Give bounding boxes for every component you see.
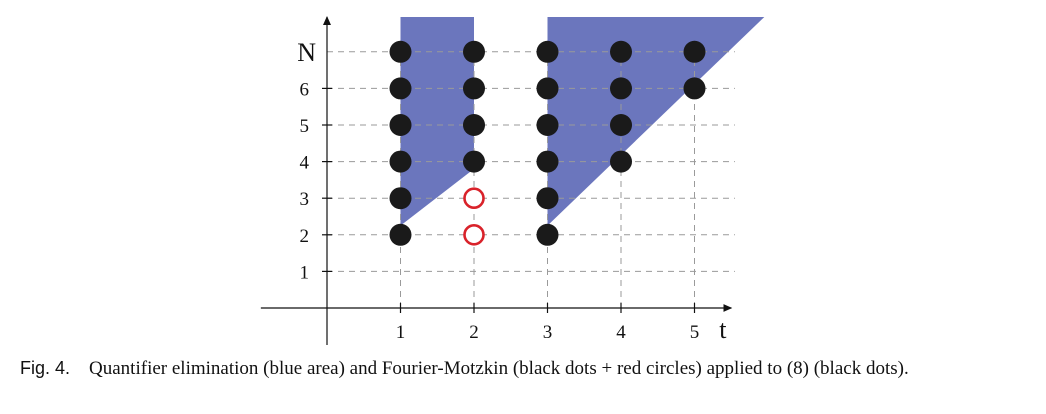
black-dot-point (536, 223, 559, 246)
x-axis-label: t (719, 315, 727, 344)
blue-area-region-1 (400, 17, 474, 226)
black-dot-point (463, 40, 485, 63)
tick-labels: 1 2 3 4 5 1 2 3 4 5 6 t N (297, 38, 727, 344)
black-dot-point (463, 150, 485, 173)
x-tick-label: 1 (396, 322, 406, 343)
y-tick-label: 4 (300, 153, 310, 174)
red-circle-point (463, 187, 485, 209)
data-points (389, 40, 706, 246)
black-dot-point (536, 114, 559, 136)
y-tick-label: 6 (300, 79, 310, 100)
black-dot-point (536, 40, 559, 63)
axes (260, 16, 733, 345)
black-dot-point (610, 40, 632, 63)
caption-label: Fig. 4. (20, 358, 71, 378)
black-dot-point (389, 114, 412, 136)
y-tick-label: 3 (300, 189, 310, 210)
figure-caption: Fig. 4. Quantifier elimination (blue are… (20, 356, 1040, 381)
figure-plot: 1 2 3 4 5 1 2 3 4 5 6 t N (260, 16, 765, 345)
black-dot-point (389, 150, 412, 173)
x-tick-label: 4 (616, 322, 626, 343)
x-tick-label: 3 (543, 322, 553, 343)
black-dot-point (610, 150, 632, 173)
black-dot-point (536, 187, 559, 210)
black-dot-point (389, 77, 412, 100)
black-dot-point (536, 77, 559, 100)
red-circle-point (463, 224, 485, 246)
y-tick-label: 1 (300, 262, 310, 283)
x-tick-label: 2 (469, 322, 479, 343)
black-dot-point (389, 223, 412, 246)
y-tick-label: 5 (300, 116, 310, 137)
black-dot-point (610, 114, 632, 136)
caption-text: Quantifier elimination (blue area) and F… (89, 358, 909, 379)
black-dot-point (463, 77, 485, 100)
blue-area-region-2 (547, 17, 765, 226)
y-axis-label: N (297, 38, 316, 67)
black-dot-point (463, 114, 485, 136)
blue-area-layer (400, 17, 765, 226)
black-dot-point (610, 77, 632, 100)
black-dot-point (536, 150, 559, 173)
black-dot-point (683, 40, 706, 63)
y-tick-label: 2 (300, 226, 310, 247)
black-dot-point (683, 77, 706, 100)
black-dot-point (389, 40, 412, 63)
black-dot-point (389, 187, 412, 210)
x-tick-label: 5 (690, 322, 700, 343)
